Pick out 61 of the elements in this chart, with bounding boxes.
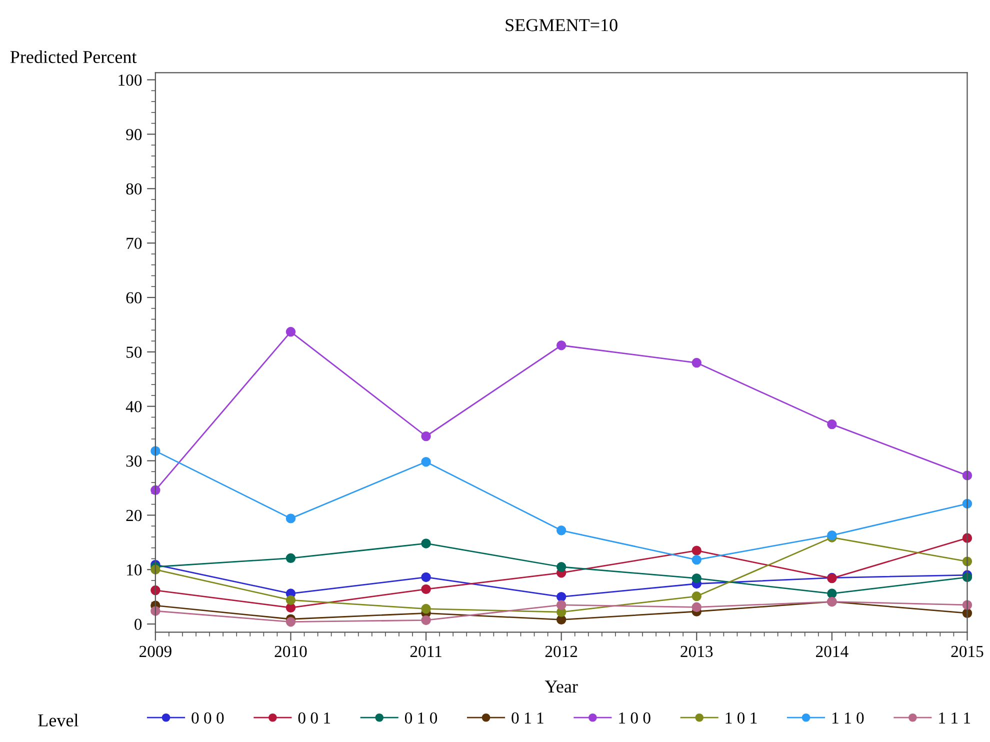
- point: [150, 585, 160, 596]
- point: [692, 546, 702, 556]
- point: [421, 604, 431, 614]
- point: [150, 485, 160, 495]
- point: [692, 554, 702, 565]
- point: [150, 446, 160, 456]
- x-tick-label: 2011: [410, 646, 442, 658]
- x-tick-label: 2009: [139, 646, 172, 658]
- x-axis-title: Year: [544, 680, 578, 693]
- legend-label: 0 1 1: [512, 712, 544, 724]
- point: [286, 514, 296, 524]
- point: [692, 573, 702, 584]
- y-tick-label: 70: [126, 238, 142, 250]
- point: [556, 592, 566, 602]
- y-tick-label: 100: [118, 74, 142, 86]
- point: [556, 340, 566, 350]
- y-tick-label: 40: [126, 401, 142, 412]
- point: [556, 600, 566, 610]
- y-axis-title: Predicted Percent: [10, 50, 137, 64]
- y-tick-label: 80: [126, 183, 142, 195]
- y-tick-label: 10: [127, 564, 142, 576]
- point: [827, 588, 837, 598]
- point: [286, 616, 296, 627]
- point: [692, 591, 702, 602]
- legend-label: 1 1 0: [832, 712, 864, 724]
- legend-label: 0 0 1: [298, 712, 330, 724]
- point: [286, 553, 296, 564]
- legend-label: 0 1 0: [404, 712, 438, 724]
- point: [286, 595, 296, 605]
- legend-label: 1 0 1: [726, 712, 757, 724]
- x-tick-label: 2012: [545, 646, 578, 658]
- point: [556, 526, 566, 536]
- point: [150, 606, 160, 616]
- point: [556, 562, 566, 572]
- legend-label: 0 0 0: [192, 712, 224, 724]
- point: [692, 358, 702, 368]
- point: [421, 538, 431, 548]
- x-tick-label: 2013: [680, 646, 713, 658]
- legend-label: 1 0 0: [619, 712, 650, 724]
- point: [421, 456, 431, 467]
- x-tick-label: 2010: [274, 646, 307, 658]
- point: [692, 602, 702, 612]
- point: [421, 431, 431, 442]
- legend-label: 1 1 1: [939, 712, 970, 724]
- x-tick-label: 2015: [951, 646, 984, 658]
- y-tick-label: 20: [126, 510, 142, 522]
- point: [827, 530, 837, 540]
- y-tick-label: 60: [126, 292, 142, 304]
- point: [286, 602, 296, 613]
- x-tick-label: 2014: [816, 646, 848, 658]
- point: [286, 326, 296, 337]
- y-tick-label: 50: [126, 346, 142, 358]
- legend-title: Level: [38, 714, 78, 726]
- y-tick-label: 90: [126, 128, 142, 140]
- point: [421, 615, 431, 626]
- y-tick-label: 0: [134, 618, 142, 630]
- chart-title: SEGMENT=10: [506, 19, 618, 32]
- point: [421, 584, 431, 594]
- point: [827, 419, 837, 430]
- y-tick-label: 30: [126, 455, 142, 467]
- point: [421, 572, 431, 582]
